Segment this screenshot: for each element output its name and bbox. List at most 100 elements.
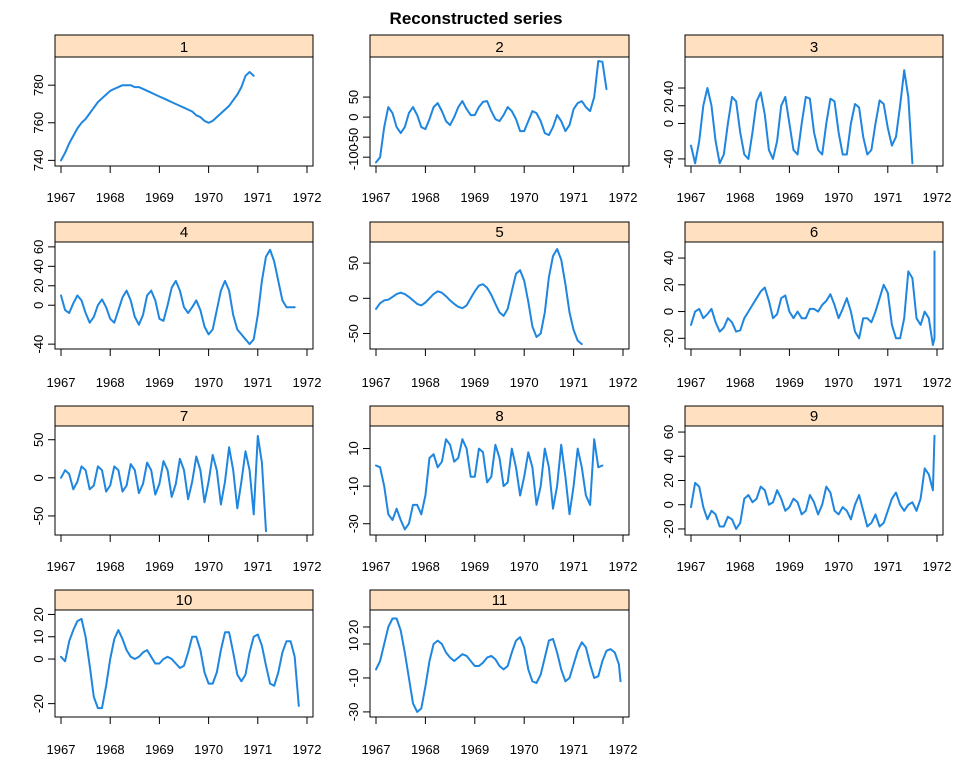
y-tick-label: 40 (661, 251, 676, 265)
panel-strip-label: 7 (180, 408, 188, 425)
x-tick-label: 1969 (460, 559, 489, 574)
x-tick-label: 1967 (362, 742, 391, 757)
series-line (375, 248, 583, 346)
x-tick-label: 1967 (47, 190, 76, 205)
y-tick-label: -30 (346, 514, 361, 533)
panel-grid: 1 1967 1968 1969 1970 1971 1972 740 760 7 8 0 2 1967 1… (31, 34, 952, 757)
x-tick-label: 1971 (559, 190, 588, 205)
panel-strip-label: 1 (180, 39, 188, 56)
x-tick-label: 1969 (145, 375, 174, 390)
x-tick-label: 1971 (873, 190, 902, 205)
x-tick-label: 1967 (677, 190, 706, 205)
x-tick-label: 1971 (559, 375, 588, 390)
x-tick-label: 1972 (923, 190, 952, 205)
y-tick-label: -10 (346, 477, 361, 496)
y-tick-label: 40 (661, 81, 676, 95)
y-tick-label: -40 (661, 150, 676, 169)
x-tick-label: 1969 (775, 375, 804, 390)
series-line (690, 434, 936, 530)
y-tick-label: 50 (31, 432, 46, 446)
panel-plot-frame (369, 56, 630, 167)
y-tick-label: -50 (346, 128, 361, 147)
x-tick-label: 1968 (96, 190, 125, 205)
x-tick-label: 1970 (510, 559, 539, 574)
y-tick-label: 10 (346, 637, 361, 651)
x-tick-label: 1969 (145, 559, 174, 574)
panel-8: 8 1967 1968 1969 1970 1971 1972 -30 -10 10 (346, 405, 638, 574)
x-tick-label: 1972 (609, 190, 638, 205)
panel-plot-frame (54, 241, 314, 350)
x-tick-label: 1972 (923, 375, 952, 390)
panel-plot-frame (54, 609, 314, 718)
x-tick-label: 1970 (510, 190, 539, 205)
x-tick-label: 1967 (362, 559, 391, 574)
x-tick-label: 1969 (145, 742, 174, 757)
y-tick-label: 0 (346, 113, 361, 120)
series-line (690, 69, 914, 165)
x-tick-label: 1970 (824, 375, 853, 390)
panel-11: 11 1967 1968 1969 1970 1971 1972 -30 -10 10 20 (346, 589, 637, 757)
x-tick-label: 1970 (510, 742, 539, 757)
y-tick-label: 10 (346, 441, 361, 455)
panel-9: 9 1967 1968 1969 1970 1971 1972 -20 0 20 40 60 (661, 405, 952, 574)
series-line (60, 71, 255, 162)
panel-strip-label: 2 (495, 39, 503, 56)
panel-plot-frame (54, 425, 314, 536)
x-tick-label: 1970 (194, 742, 223, 757)
y-tick-label: -20 (31, 694, 46, 713)
x-tick-label: 1968 (726, 559, 755, 574)
panel-7: 7 1967 1968 1969 1970 1971 1972 -50 0 50 (31, 405, 322, 574)
y-tick-label: 40 (661, 449, 676, 463)
y-tick-label: 0 (661, 308, 676, 315)
x-tick-label: 1971 (243, 559, 272, 574)
x-tick-label: 1972 (293, 742, 322, 757)
x-tick-label: 1970 (510, 375, 539, 390)
y-tick-label: 760 (31, 112, 46, 134)
panel-5: 5 1967 1968 1969 1970 1971 1972 -50 0 50 (346, 221, 637, 390)
panel-plot-frame (369, 425, 630, 536)
panel-2: 2 1967 1968 1969 1970 1971 1972 -100-50 0 50 (346, 34, 638, 205)
panel-plot-frame (684, 241, 944, 350)
x-tick-label: 1968 (726, 190, 755, 205)
x-tick-label: 1972 (293, 190, 322, 205)
x-tick-label: 1969 (775, 190, 804, 205)
y-tick-label: 20 (661, 278, 676, 292)
y-tick-label: -50 (31, 507, 46, 526)
x-tick-label: 1972 (609, 559, 638, 574)
x-tick-label: 1968 (96, 742, 125, 757)
panel-strip-label: 8 (495, 408, 503, 425)
panel-4: 4 1967 1968 1969 1970 1971 1972 -40 0 20 40 60 (31, 221, 322, 390)
x-tick-label: 1968 (411, 742, 440, 757)
panel-plot-frame (684, 56, 944, 167)
panel-strip-label: 5 (495, 224, 503, 241)
y-tick-label: -50 (346, 324, 361, 343)
y-tick-label: -40 (31, 335, 46, 354)
x-tick-label: 1968 (96, 559, 125, 574)
y-tick-label: -30 (346, 703, 361, 722)
x-tick-label: 1967 (47, 742, 76, 757)
panel-6: 6 1967 1968 1969 1970 1971 1972 -20 0 20 40 (661, 221, 952, 390)
x-tick-label: 1971 (559, 742, 588, 757)
x-tick-label: 1968 (726, 375, 755, 390)
panel-strip-label: 6 (810, 224, 818, 241)
y-tick-label: 50 (346, 90, 361, 104)
x-tick-label: 1971 (873, 375, 902, 390)
x-tick-label: 1972 (923, 559, 952, 574)
y-tick-label: -10 (346, 669, 361, 688)
x-tick-label: 1967 (362, 375, 391, 390)
series-line (60, 617, 300, 710)
x-tick-label: 1970 (194, 190, 223, 205)
panel-10: 10 1967 1968 1969 1970 1971 1972 -20 0 10 20 (31, 589, 322, 757)
series-line (375, 617, 622, 713)
panel-strip-label: 10 (176, 592, 193, 609)
y-tick-label: -20 (661, 329, 676, 348)
x-tick-label: 1970 (194, 559, 223, 574)
x-tick-label: 1972 (293, 375, 322, 390)
chart-title: Reconstructed series (390, 9, 563, 28)
x-tick-label: 1972 (293, 559, 322, 574)
x-tick-label: 1969 (460, 375, 489, 390)
y-tick-label: 740 (31, 150, 46, 172)
x-tick-label: 1971 (559, 559, 588, 574)
x-tick-label: 1971 (873, 559, 902, 574)
